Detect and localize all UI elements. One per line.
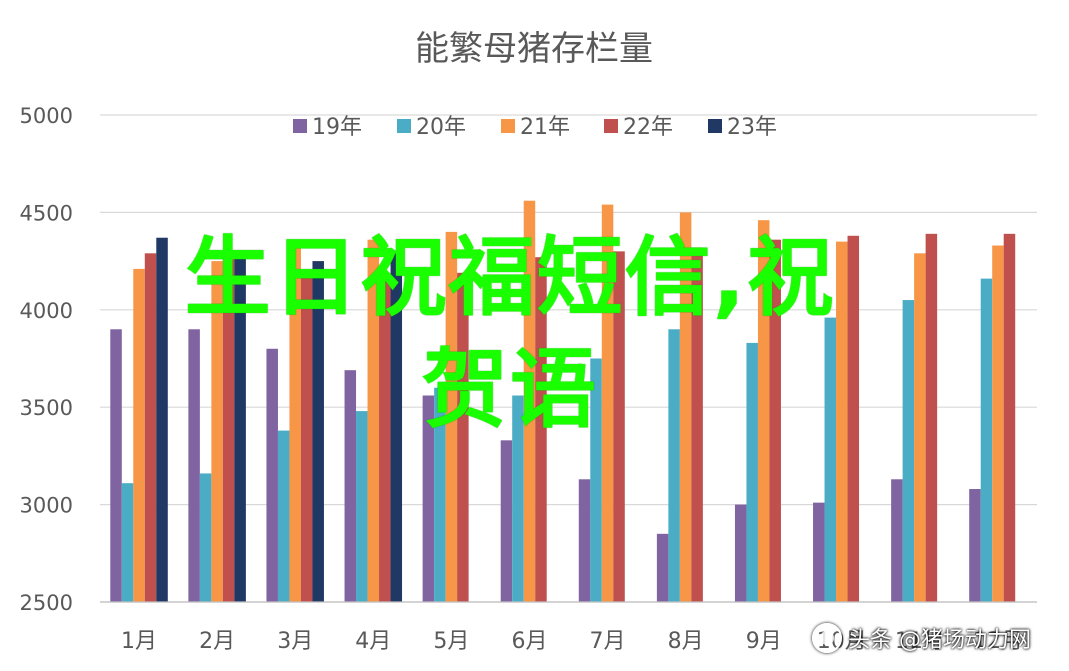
watermark-text: 头条 @猪场动力网 <box>848 628 1031 653</box>
bar-20年-10月 <box>824 317 837 602</box>
legend-swatch <box>397 119 411 133</box>
bar-21年-10月 <box>836 241 848 602</box>
bar-22年-7月 <box>613 251 625 603</box>
legend-label: 21年 <box>520 115 570 140</box>
x-tick-label: 4月 <box>355 629 391 654</box>
legend: 19年 20年 21年 22年 23年 <box>293 115 777 140</box>
bar-19年-1月 <box>110 329 122 602</box>
bar-19年-4月 <box>344 370 357 602</box>
legend-label: 20年 <box>416 115 466 140</box>
bar-23年-1月 <box>156 237 168 602</box>
bar-22年-1月 <box>144 253 157 603</box>
bar-22年-12月 <box>1003 233 1016 602</box>
legend-label: 19年 <box>312 115 362 140</box>
bar-21年-6月 <box>523 200 536 602</box>
x-tick-label: 5月 <box>433 629 469 654</box>
x-tick-label: 9月 <box>746 629 782 654</box>
bar-20年-2月 <box>199 473 212 602</box>
y-tick-label: 4000 <box>20 299 73 323</box>
bar-19年-8月 <box>656 533 669 602</box>
legend-label: 23年 <box>727 115 777 140</box>
overlay-line-2: 贺语 <box>422 340 598 440</box>
bar-22年-9月 <box>769 239 781 602</box>
bar-21年-1月 <box>133 268 145 602</box>
y-tick-label: 3500 <box>20 396 73 420</box>
y-tick-label: 4500 <box>20 201 73 225</box>
bar-21年-9月 <box>757 220 770 602</box>
x-tick-label: 2月 <box>199 629 235 654</box>
x-tick-label: 8月 <box>668 629 704 654</box>
bar-23年-3月 <box>312 261 324 602</box>
bar-21年-8月 <box>679 212 692 602</box>
overlay-caption: 生日祝福短信,祝 贺语 <box>60 222 960 446</box>
legend-swatch <box>501 119 515 133</box>
legend-swatch <box>708 119 722 133</box>
bar-19年-9月 <box>734 504 747 602</box>
bar-23年-4月 <box>390 253 403 603</box>
bar-21年-5月 <box>445 231 458 602</box>
bar-19年-11月 <box>891 479 903 602</box>
bar-22年-4月 <box>379 276 391 602</box>
legend-swatch <box>293 119 307 133</box>
bar-22年-3月 <box>300 274 313 602</box>
x-tick-label: 12月 <box>973 629 1023 654</box>
y-tick-label: 3000 <box>20 494 73 518</box>
chart-title: 能繁母猪存栏量 <box>415 29 653 69</box>
overlay-line-1: 生日祝福短信,祝 <box>184 228 836 328</box>
x-axis: 1月 2月 3月 4月 5月 6月 7月 8月 9月 10月 11月 12月 <box>100 601 1037 654</box>
bar-20年-3月 <box>277 430 290 602</box>
legend-label: 22年 <box>623 115 673 140</box>
bar-20年-5月 <box>434 387 446 602</box>
bar-20年-12月 <box>980 278 993 602</box>
bar-22年-10月 <box>847 235 860 602</box>
x-tick-label: 1月 <box>121 629 157 654</box>
x-tick-label: 6月 <box>511 629 547 654</box>
bar-22年-2月 <box>222 259 235 602</box>
bar-21年-2月 <box>211 261 223 602</box>
bar-21年-4月 <box>367 239 380 602</box>
legend-swatch <box>604 119 618 133</box>
bar-22年-11月 <box>925 233 938 602</box>
x-tick-label: 3月 <box>277 629 313 654</box>
bar-21年-7月 <box>601 204 614 602</box>
bar-19年-10月 <box>813 502 825 602</box>
bar-19年-12月 <box>969 489 981 602</box>
bar-20年-7月 <box>590 358 602 602</box>
bars <box>110 200 1016 603</box>
bar-20年-11月 <box>902 300 915 602</box>
bar-21年-3月 <box>289 247 301 603</box>
bar-19年-2月 <box>188 329 200 602</box>
bar-20年-1月 <box>121 483 134 602</box>
y-axis: 2500 3000 3500 4000 4500 5000 <box>20 104 73 615</box>
x-tick-label: 7月 <box>590 629 626 654</box>
bar-21年-11月 <box>914 253 926 603</box>
bar-22年-5月 <box>457 272 469 602</box>
bar-19年-7月 <box>578 479 591 602</box>
bar-21年-12月 <box>992 245 1004 603</box>
bar-19年-6月 <box>500 440 513 602</box>
y-tick-label: 5000 <box>20 104 73 128</box>
bar-22年-8月 <box>691 247 703 603</box>
bar-19年-3月 <box>266 348 278 602</box>
watermark: 头条 @猪场动力网 <box>812 618 1031 658</box>
bar-20年-4月 <box>356 411 368 602</box>
bar-22年-6月 <box>535 257 547 602</box>
bar-23年-2月 <box>234 253 246 603</box>
bar-20年-6月 <box>512 395 524 602</box>
bar-19年-5月 <box>422 395 435 602</box>
watermark-logo-icon <box>812 623 842 653</box>
y-tick-label: 2500 <box>20 591 73 615</box>
bar-20年-8月 <box>668 329 680 602</box>
x-tick-label: 11月 <box>895 629 945 654</box>
bar-20年-9月 <box>746 342 758 602</box>
